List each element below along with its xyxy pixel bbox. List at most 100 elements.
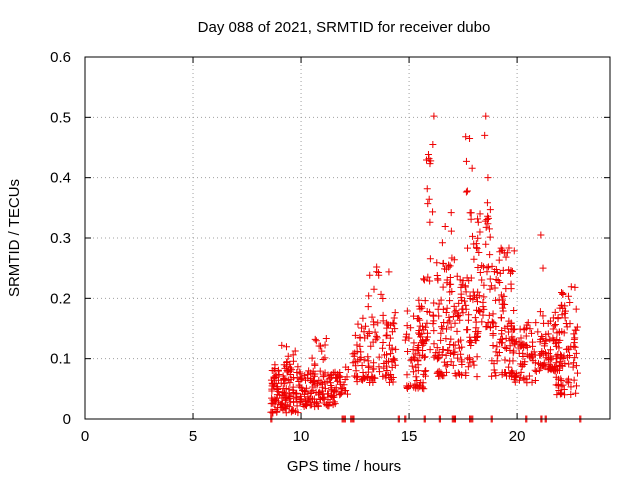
data-point bbox=[430, 317, 438, 325]
data-point bbox=[474, 264, 482, 272]
data-point bbox=[324, 371, 332, 379]
data-point bbox=[279, 399, 287, 407]
data-point bbox=[484, 174, 492, 182]
data-point bbox=[423, 308, 431, 316]
data-point bbox=[448, 254, 456, 262]
data-point bbox=[528, 329, 536, 337]
data-point bbox=[499, 266, 507, 274]
data-point bbox=[294, 409, 302, 417]
data-point bbox=[552, 342, 560, 350]
data-point bbox=[484, 220, 492, 228]
data-point bbox=[391, 309, 399, 317]
data-point bbox=[274, 386, 282, 394]
data-point bbox=[458, 356, 466, 364]
data-point bbox=[284, 352, 292, 360]
data-point bbox=[301, 388, 309, 396]
data-point bbox=[549, 325, 557, 333]
data-point bbox=[404, 348, 412, 356]
data-point bbox=[456, 276, 464, 284]
data-point bbox=[571, 326, 579, 334]
data-point bbox=[464, 354, 472, 362]
data-point bbox=[312, 398, 320, 406]
data-point bbox=[490, 268, 498, 276]
x-tick-label: 15 bbox=[401, 428, 418, 445]
data-point bbox=[489, 319, 497, 327]
data-point bbox=[310, 377, 318, 385]
data-point bbox=[271, 405, 279, 413]
data-point bbox=[306, 394, 314, 402]
data-point bbox=[516, 325, 524, 333]
data-point bbox=[542, 351, 550, 359]
data-point bbox=[570, 339, 578, 347]
data-point bbox=[419, 338, 427, 346]
data-point bbox=[447, 358, 455, 366]
data-point bbox=[442, 362, 450, 370]
data-point bbox=[423, 333, 431, 341]
data-point bbox=[558, 301, 566, 309]
data-point bbox=[287, 375, 295, 383]
data-point bbox=[430, 299, 438, 307]
data-point bbox=[481, 131, 489, 139]
data-point bbox=[331, 400, 339, 408]
data-point bbox=[365, 330, 373, 338]
data-point bbox=[382, 358, 390, 366]
data-point bbox=[516, 373, 524, 381]
data-point bbox=[511, 340, 519, 348]
data-point bbox=[483, 264, 491, 272]
data-point bbox=[336, 373, 344, 381]
data-point bbox=[308, 354, 316, 362]
data-point bbox=[531, 376, 539, 384]
data-point bbox=[422, 337, 430, 345]
data-point bbox=[319, 356, 327, 364]
data-point bbox=[497, 335, 505, 343]
data-point bbox=[459, 309, 467, 317]
data-point bbox=[318, 383, 326, 391]
data-point bbox=[537, 350, 545, 358]
data-point bbox=[565, 360, 573, 368]
data-point bbox=[454, 354, 462, 362]
data-point bbox=[437, 329, 445, 337]
data-point bbox=[302, 397, 310, 405]
data-point bbox=[443, 304, 451, 312]
data-point bbox=[433, 259, 441, 267]
data-point bbox=[379, 295, 387, 303]
data-point bbox=[483, 322, 491, 330]
data-point bbox=[418, 304, 426, 312]
data-point bbox=[391, 325, 399, 333]
y-tick-label: 0.2 bbox=[50, 290, 71, 307]
data-point bbox=[529, 342, 537, 350]
data-point bbox=[468, 232, 476, 240]
data-point bbox=[341, 375, 349, 383]
data-point bbox=[496, 248, 504, 256]
data-point bbox=[425, 195, 433, 203]
data-point bbox=[556, 336, 564, 344]
data-point bbox=[439, 283, 447, 291]
data-point bbox=[510, 247, 518, 255]
data-point bbox=[416, 351, 424, 359]
data-point bbox=[401, 336, 409, 344]
data-point bbox=[420, 276, 428, 284]
data-point bbox=[318, 347, 326, 355]
data-point bbox=[364, 353, 372, 361]
data-point bbox=[439, 305, 447, 313]
data-point bbox=[465, 277, 473, 285]
data-point bbox=[379, 344, 387, 352]
data-point bbox=[353, 378, 361, 386]
data-point bbox=[408, 362, 416, 370]
data-point bbox=[453, 327, 461, 335]
data-point bbox=[386, 334, 394, 342]
data-point bbox=[450, 348, 458, 356]
data-point bbox=[268, 399, 276, 407]
data-point bbox=[412, 373, 420, 381]
data-point bbox=[429, 208, 437, 216]
data-point bbox=[468, 164, 476, 172]
data-point bbox=[472, 337, 480, 345]
data-point bbox=[410, 339, 418, 347]
data-point bbox=[389, 378, 397, 386]
data-points bbox=[267, 112, 585, 423]
data-point bbox=[366, 271, 374, 279]
data-point bbox=[375, 363, 383, 371]
data-point bbox=[438, 351, 446, 359]
data-point bbox=[383, 331, 391, 339]
data-point bbox=[426, 160, 434, 168]
